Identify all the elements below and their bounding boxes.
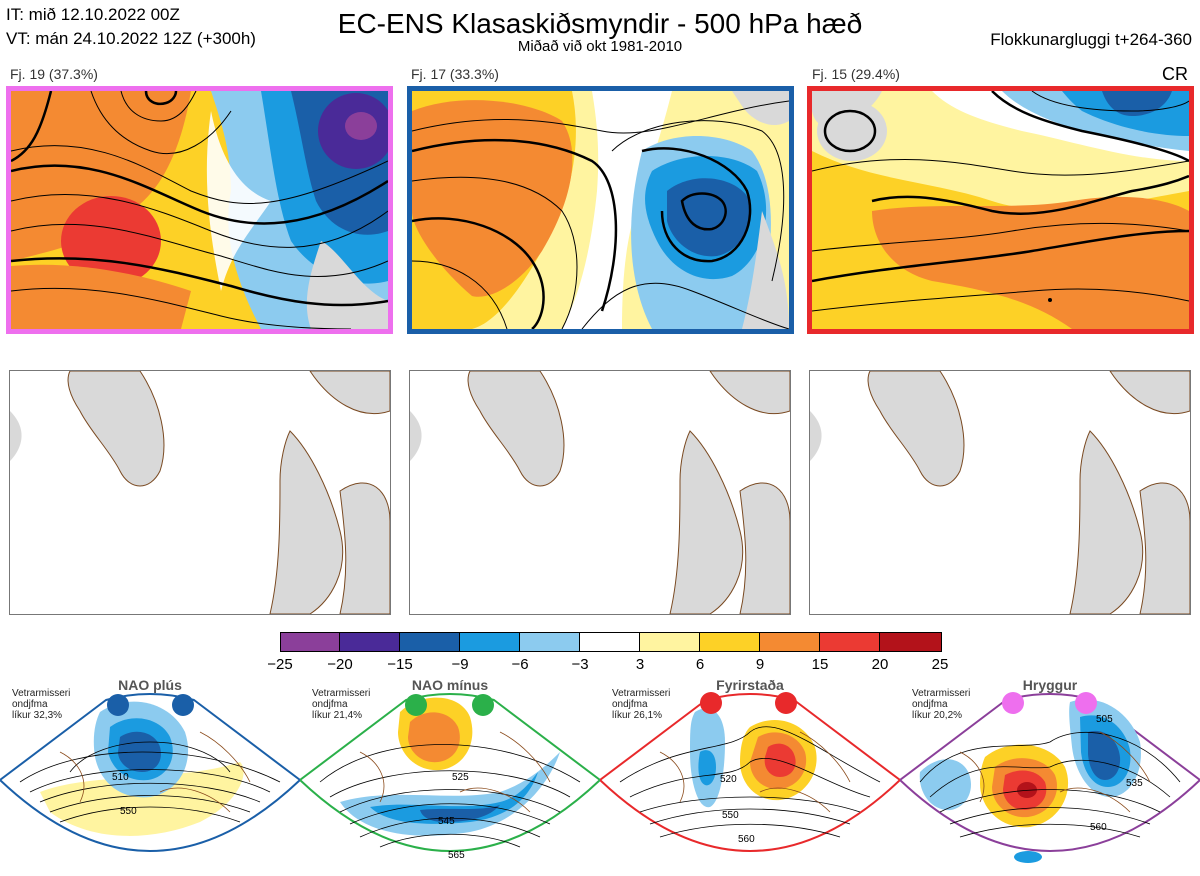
cluster-1-label: Fj. 19 (37.3%) bbox=[10, 66, 98, 82]
regime-blocking-dot-2 bbox=[775, 692, 797, 714]
colorbar-segment bbox=[820, 632, 880, 652]
regime-nao-plus-dot bbox=[107, 694, 129, 716]
colorbar-tick-label: −20 bbox=[327, 656, 353, 673]
colorbar-tick-label: −15 bbox=[387, 656, 413, 673]
cluster-1-coastline-map[interactable] bbox=[9, 370, 391, 615]
regime-nao-plus-contour-510: 510 bbox=[112, 772, 129, 783]
regime-nao-minus-name: NAO mínus bbox=[411, 677, 489, 693]
regime-ridge-name: Hryggur bbox=[1022, 677, 1078, 693]
cluster-2-coastline-map[interactable] bbox=[409, 370, 791, 615]
regime-nao-plus-likelihood: Vetrarmisseri ondjfma líkur 32,3% bbox=[12, 688, 71, 721]
regime-ridge-contour-560: 560 bbox=[1090, 822, 1107, 833]
cluster-2-label: Fj. 17 (33.3%) bbox=[411, 66, 499, 82]
colorbar-tick-label: −9 bbox=[451, 656, 469, 673]
colorbar-segment bbox=[580, 632, 640, 652]
colorbar-segment bbox=[760, 632, 820, 652]
regime-blocking[interactable]: 520 550 560 Vetrarmisseri ondjfma líkur … bbox=[598, 672, 902, 871]
regime-ridge-likelihood: Vetrarmisseri ondjfma líkur 20,2% bbox=[912, 688, 971, 721]
initial-time: IT: mið 12.10.2022 00Z bbox=[6, 5, 180, 24]
regime-nao-minus[interactable]: 525 545 565 Vetrarmisseri ondjfma líkur … bbox=[298, 672, 602, 871]
regime-nao-plus-name: NAO plús bbox=[118, 677, 182, 693]
page-title: EC-ENS Klasaskiðsmyndir - 500 hPa hæð bbox=[337, 8, 863, 39]
colorbar-segment bbox=[520, 632, 580, 652]
regime-ridge-dot bbox=[1002, 692, 1024, 714]
regime-blocking-contour-560: 560 bbox=[738, 834, 755, 845]
colorbar-segment bbox=[400, 632, 460, 652]
regime-nao-minus-map: 525 545 565 bbox=[298, 693, 602, 861]
colorbar-tick-label: 3 bbox=[635, 656, 645, 673]
classification-window: Flokkunargluggi t+264-360 bbox=[990, 30, 1192, 49]
colorbar-tick-label: 15 bbox=[811, 656, 829, 673]
regime-blocking-dot bbox=[700, 692, 722, 714]
cluster-3-coastline-map[interactable] bbox=[809, 370, 1191, 615]
cluster-2-map[interactable] bbox=[407, 86, 794, 334]
regime-nao-minus-contour-525: 525 bbox=[452, 772, 469, 783]
regime-blocking-name: Fyrirstaða bbox=[716, 677, 784, 693]
cluster-3-map[interactable] bbox=[807, 86, 1194, 334]
regime-nao-minus-contour-565: 565 bbox=[448, 850, 465, 861]
regime-nao-minus-contour-545: 545 bbox=[438, 816, 455, 827]
regime-ridge-contour-505: 505 bbox=[1096, 714, 1113, 725]
valid-time: VT: mán 24.10.2022 12Z (+300h) bbox=[6, 29, 256, 48]
regime-ridge-contour-535: 535 bbox=[1126, 778, 1143, 789]
cr-label: CR bbox=[1162, 64, 1188, 84]
page-subtitle: Miðað við okt 1981-2010 bbox=[517, 38, 683, 55]
regime-nao-plus-dot-2 bbox=[172, 694, 194, 716]
regime-blocking-contour-550: 550 bbox=[722, 810, 739, 821]
colorbar-segment bbox=[280, 632, 340, 652]
regime-blocking-contour-520: 520 bbox=[720, 774, 737, 785]
colorbar-tick-label: −25 bbox=[267, 656, 293, 673]
colorbar-tick-label: 20 bbox=[871, 656, 889, 673]
colorbar-tick-label: 9 bbox=[755, 656, 765, 673]
regime-blocking-map: 520 550 560 bbox=[598, 693, 902, 852]
regime-nao-minus-dot bbox=[405, 694, 427, 716]
regime-ridge-dot-2 bbox=[1075, 692, 1097, 714]
colorbar-tick-label: −6 bbox=[511, 656, 529, 673]
colorbar-tick-label: 25 bbox=[931, 656, 949, 673]
colorbar-tick-label: −3 bbox=[571, 656, 589, 673]
cluster-1-map[interactable] bbox=[6, 86, 393, 334]
regime-nao-plus[interactable]: 510 550 Vetrarmisseri ondjfma líkur 32,3… bbox=[0, 672, 302, 871]
colorbar-tick-label: 6 bbox=[695, 656, 705, 673]
regime-ridge-map: 505 535 560 bbox=[898, 693, 1200, 863]
regime-nao-plus-contour-550: 550 bbox=[120, 806, 137, 817]
regime-nao-plus-map: 510 550 bbox=[0, 693, 302, 852]
colorbar-segment bbox=[640, 632, 700, 652]
regime-nao-minus-likelihood: Vetrarmisseri ondjfma líkur 21,4% bbox=[312, 688, 371, 721]
regime-ridge[interactable]: 505 535 560 Vetrarmisseri ondjfma líkur … bbox=[898, 672, 1200, 871]
colorbar-segment bbox=[700, 632, 760, 652]
regime-blocking-likelihood: Vetrarmisseri ondjfma líkur 26,1% bbox=[612, 688, 671, 721]
colorbar-segment bbox=[340, 632, 400, 652]
colorbar-frame bbox=[280, 632, 942, 652]
colorbar-segment bbox=[460, 632, 520, 652]
regime-nao-minus-dot-2 bbox=[472, 694, 494, 716]
cluster-3-label: Fj. 15 (29.4%) bbox=[812, 66, 900, 82]
